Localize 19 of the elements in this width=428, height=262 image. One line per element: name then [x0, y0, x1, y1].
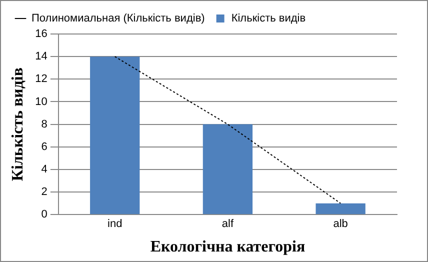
y-tick-label: 8	[41, 118, 48, 130]
legend-label: Кількість видів	[231, 12, 306, 25]
y-tick-label: 6	[41, 140, 48, 153]
bar	[202, 124, 253, 214]
y-tick-label: 16	[35, 28, 48, 40]
y-tick-label: 4	[41, 163, 48, 176]
x-tick-label: alf	[222, 218, 234, 230]
y-axis-title: Кількість видів	[10, 67, 27, 182]
y-tick-label: 10	[35, 96, 48, 108]
x-tick-label: ind	[108, 218, 122, 230]
x-tick-label: alb	[333, 218, 348, 230]
x-axis-title: Екологічна категорія	[150, 238, 306, 256]
y-tick-label: 2	[41, 186, 48, 198]
y-tick-label: 14	[35, 50, 48, 63]
bar	[90, 56, 140, 214]
legend-label: Полиномиальная (Кількість видів)	[32, 12, 205, 25]
y-tick-label: 12	[35, 73, 48, 86]
y-tick-label: 0	[41, 208, 48, 221]
bar	[316, 203, 366, 214]
